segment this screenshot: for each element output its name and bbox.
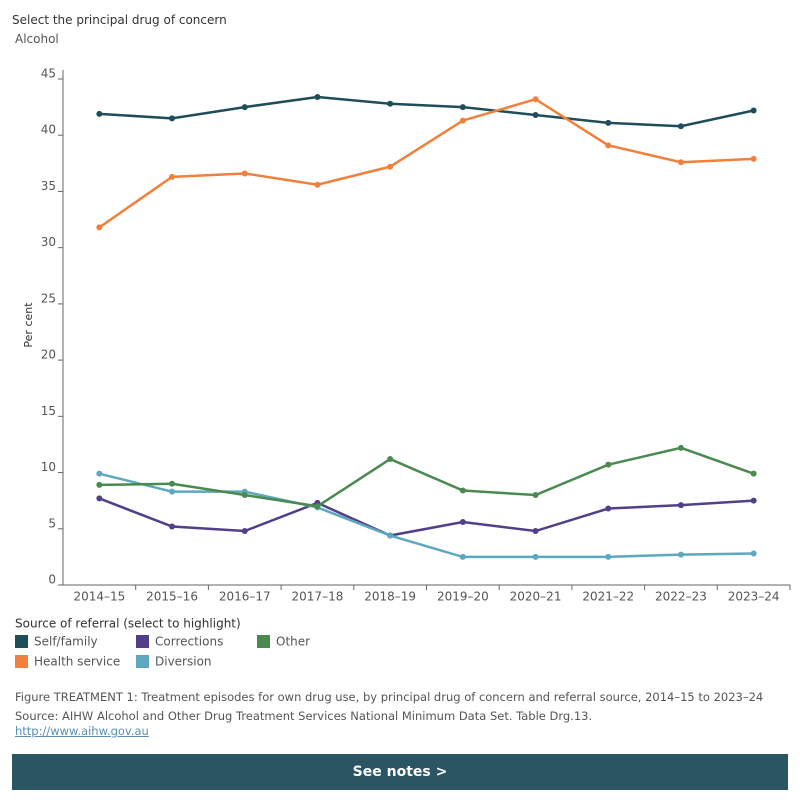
data-point [241, 104, 248, 111]
x-tick-label: 2015–16 [146, 590, 198, 604]
x-tick-label: 2017–18 [292, 590, 344, 604]
series-line [98, 497, 754, 537]
x-tick-label: 2021–22 [582, 590, 634, 604]
data-point [532, 111, 539, 118]
data-point [750, 107, 757, 114]
legend-swatch [136, 655, 149, 668]
data-point [605, 553, 612, 560]
data-point [677, 502, 684, 509]
series-line [99, 472, 754, 559]
y-tick-label: 20 [41, 348, 56, 362]
data-point [677, 551, 684, 558]
data-point [169, 480, 176, 487]
caption: Figure TREATMENT 1: Treatment episodes f… [15, 690, 764, 704]
data-point [677, 159, 684, 166]
data-point [459, 519, 466, 526]
selected-drug[interactable]: Alcohol [15, 32, 59, 46]
data-point [387, 100, 394, 107]
legend-swatch [15, 655, 28, 668]
chart: Per cent Source of referral (select to h… [15, 66, 791, 669]
data-point [387, 163, 394, 170]
data-point [169, 173, 176, 180]
x-tick-label: 2018–19 [364, 590, 416, 604]
series-line [98, 97, 754, 229]
selector-label: Select the principal drug of concern [12, 13, 227, 27]
data-point [677, 444, 684, 451]
data-point [96, 470, 103, 477]
data-point [750, 155, 757, 162]
y-tick-label: 40 [41, 123, 56, 137]
x-tick-label: 2020–21 [510, 590, 562, 604]
data-point [532, 528, 539, 535]
series-line [99, 95, 754, 128]
data-point [605, 119, 612, 126]
data-point [314, 503, 321, 510]
data-point [750, 470, 757, 477]
data-point [241, 528, 248, 535]
data-point [532, 492, 539, 499]
data-point [387, 532, 394, 539]
y-tick-label: 10 [41, 460, 56, 474]
see-notes-button[interactable]: See notes > [12, 754, 788, 790]
legend-swatch [136, 635, 149, 648]
legend-swatch [257, 635, 270, 648]
x-tick-label: 2014–15 [73, 590, 125, 604]
y-tick-label: 25 [41, 291, 56, 305]
legend-label[interactable]: Health service [34, 655, 120, 669]
series-line [99, 446, 755, 508]
y-tick-label: 5 [48, 516, 56, 530]
data-point [314, 93, 321, 100]
link[interactable]: http://www.aihw.gov.au [15, 724, 149, 738]
data-point [750, 550, 757, 557]
legend-title: Source of referral (select to highlight) [15, 617, 241, 631]
x-tick-label: 2023–24 [728, 590, 780, 604]
data-point [605, 461, 612, 468]
x-tick-label: 2022–23 [655, 590, 707, 604]
data-point [96, 224, 103, 231]
legend-label[interactable]: Diversion [155, 655, 212, 669]
data-point [241, 170, 248, 177]
data-point [314, 181, 321, 188]
data-point [459, 117, 466, 124]
legend-swatch [15, 635, 28, 648]
source: Source: AIHW Alcohol and Other Drug Trea… [15, 709, 593, 723]
y-tick-label: 35 [41, 179, 56, 193]
data-point [241, 492, 248, 499]
data-point [96, 110, 103, 117]
data-point [96, 481, 103, 488]
data-point [459, 104, 466, 111]
y-tick-label: 45 [41, 66, 56, 80]
data-point [169, 523, 176, 530]
data-point [605, 505, 612, 512]
y-tick-label: 15 [41, 404, 56, 418]
data-point [459, 553, 466, 560]
data-point [677, 123, 684, 130]
x-tick-label: 2016–17 [219, 590, 271, 604]
data-point [532, 96, 539, 103]
data-point [169, 488, 176, 495]
x-tick-label: 2019–20 [437, 590, 489, 604]
legend-label[interactable]: Corrections [155, 635, 223, 649]
data-point [96, 495, 103, 502]
y-axis-label: Per cent [22, 302, 35, 348]
y-tick-label: 30 [41, 235, 56, 249]
data-point [605, 142, 612, 149]
data-point [459, 487, 466, 494]
y-tick-label: 0 [48, 573, 56, 587]
legend-label[interactable]: Self/family [34, 635, 98, 649]
legend-label[interactable]: Other [276, 635, 310, 649]
data-point [750, 497, 757, 504]
data-point [169, 115, 176, 122]
data-point [387, 456, 394, 463]
data-point [532, 553, 539, 560]
